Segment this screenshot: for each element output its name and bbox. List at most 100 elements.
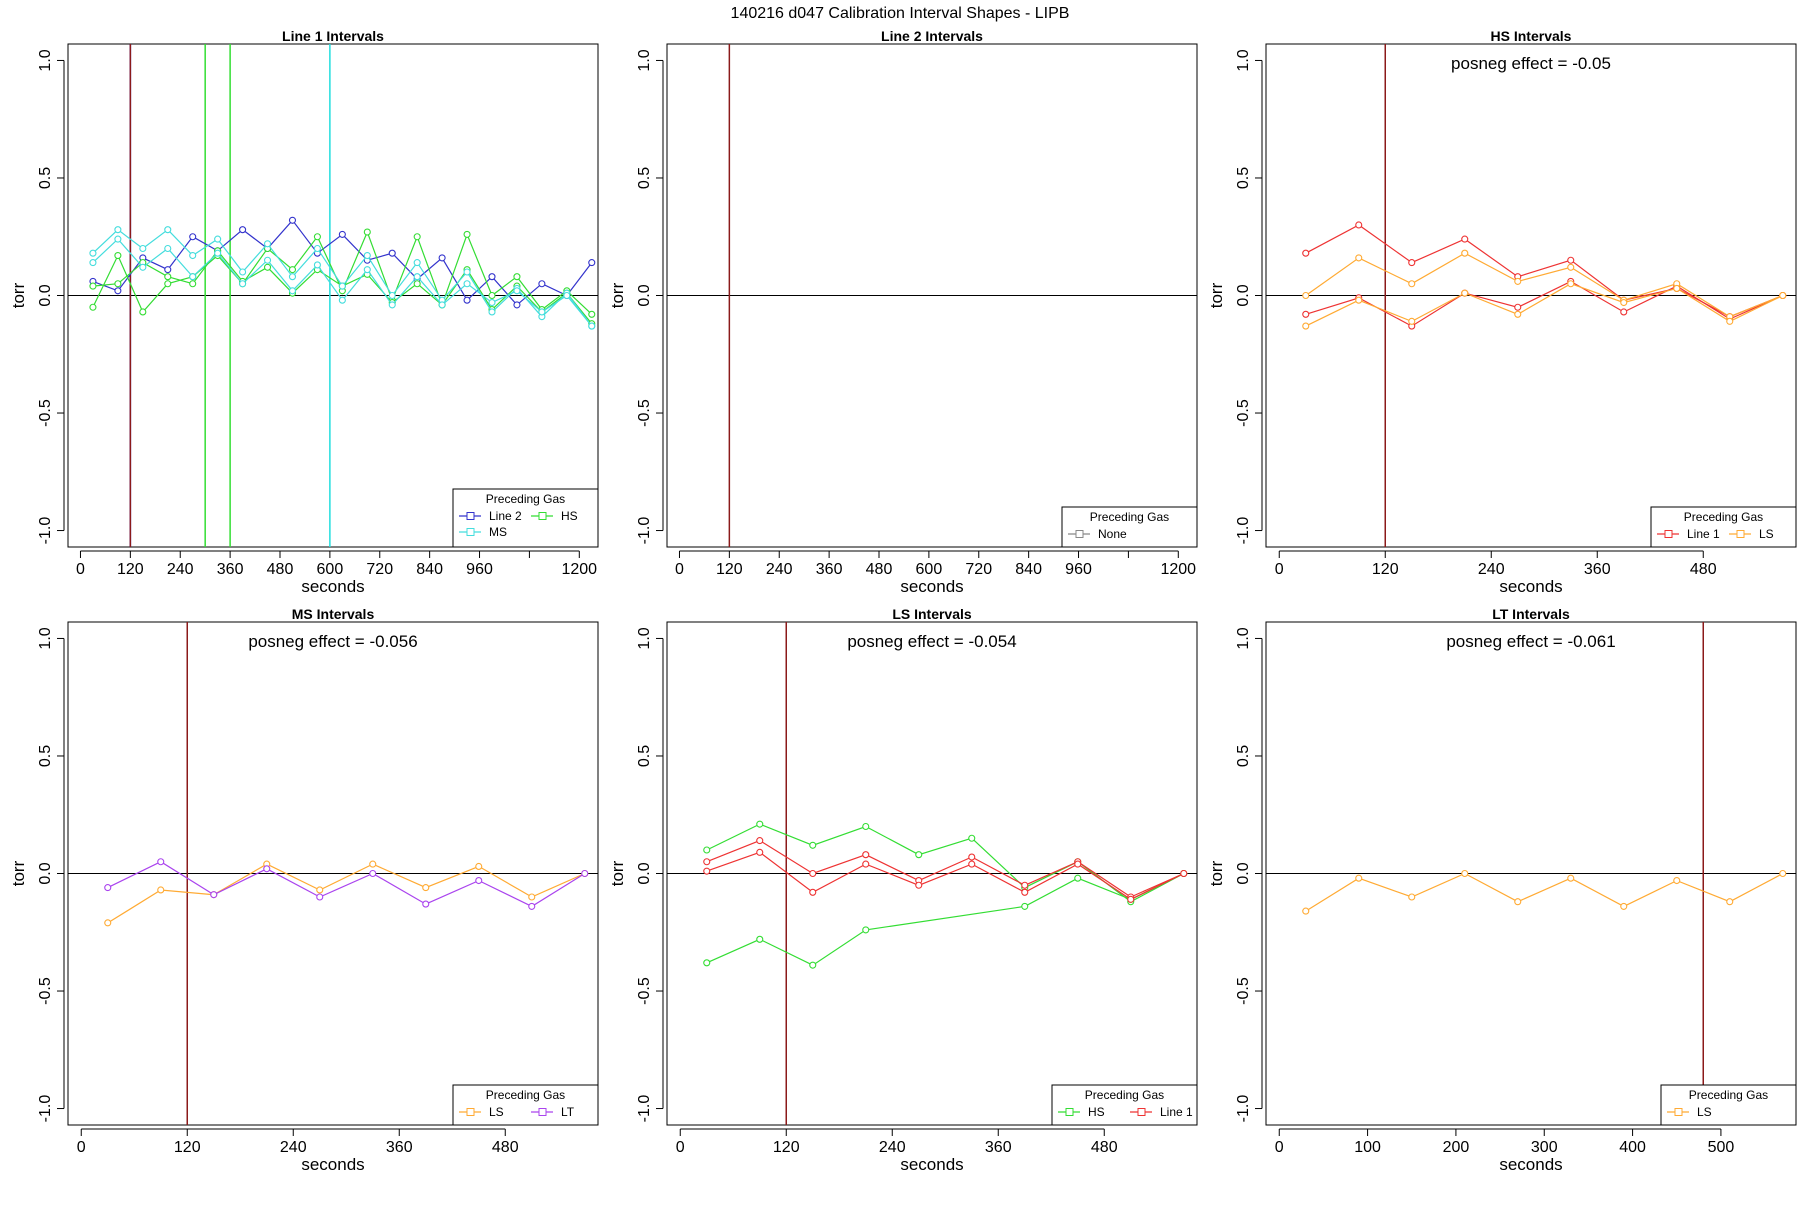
data-point [189, 251, 197, 260]
data-point [263, 256, 272, 264]
legend-label: HS [1088, 1105, 1105, 1119]
data-point [104, 884, 112, 892]
data-point [1074, 874, 1082, 882]
x-tick-label: 360 [217, 561, 244, 578]
data-point [809, 869, 817, 878]
data-point [114, 226, 122, 234]
legend-entry: HS [1058, 1105, 1105, 1119]
data-point [214, 235, 222, 243]
legend-box [1051, 1084, 1198, 1126]
data-point [1180, 869, 1188, 878]
x-axis: 0 120 240 360 480 600 720 840 960 1200 seconds [76, 550, 597, 596]
data-point [1620, 308, 1628, 316]
data-point [263, 865, 271, 873]
y-axis-label: torr [1207, 860, 1226, 886]
y-tick-label: -0.5 [37, 399, 54, 427]
data-point [313, 261, 321, 269]
data-point [89, 259, 97, 267]
data-point [1779, 291, 1787, 300]
panel-2: Line 2 Intervals 0 120 240 360 480 600 720 840 96… [608, 28, 1198, 596]
legend-entry: HS [531, 509, 578, 523]
data-point [915, 881, 923, 889]
x-tick-label: 360 [1584, 561, 1611, 578]
posneg-annotation: posneg effect = -0.061 [1446, 632, 1615, 651]
series-4 [703, 848, 1188, 903]
data-point [313, 233, 321, 241]
x-tick-label: 480 [492, 1139, 519, 1156]
legend: Preceding Gas Line 1 LS [1650, 506, 1797, 548]
legend: Preceding Gas HS Line 1 [1051, 1084, 1198, 1126]
data-point [104, 919, 112, 927]
y-tick-label: 1.0 [1235, 49, 1252, 71]
data-point [157, 858, 165, 866]
data-point [463, 268, 471, 276]
x-tick-label: 360 [386, 1139, 413, 1156]
series-2 [104, 858, 589, 910]
x-tick-label: 0 [1275, 1139, 1284, 1156]
data-point [1567, 874, 1575, 882]
data-point [756, 837, 764, 845]
data-point [139, 263, 147, 271]
data-point [1355, 221, 1363, 229]
legend-label: HS [561, 509, 578, 523]
data-point [1461, 869, 1469, 878]
data-point [338, 296, 346, 304]
legend-swatch-marker [538, 1108, 547, 1116]
y-tick-label: -1.0 [37, 517, 54, 545]
data-point [363, 266, 371, 274]
data-point [438, 254, 446, 262]
posneg-annotation: posneg effect = -0.05 [1451, 54, 1611, 73]
x-tick-label: 360 [985, 1139, 1012, 1156]
data-point [1567, 280, 1575, 288]
x-tick-label: 960 [466, 561, 493, 578]
data-point [189, 273, 197, 281]
data-point [809, 888, 817, 896]
data-point [703, 867, 711, 875]
legend-entry: MS [459, 525, 507, 539]
series-line [706, 839, 1185, 898]
data-point [475, 877, 483, 885]
panel-title: Line 1 Intervals [282, 28, 384, 44]
panel-4: MS Intervals 0 120 240 360 480 seconds -1.0 -0.5… [9, 606, 599, 1174]
y-tick-label: 0.5 [1235, 167, 1252, 189]
data-point [1514, 310, 1522, 318]
x-tick-label: 100 [1354, 1139, 1381, 1156]
y-axis: -1.0 -0.5 0.0 0.5 1.0 torr [9, 49, 65, 545]
data-point [89, 303, 97, 311]
data-point [338, 282, 346, 290]
data-point [1514, 898, 1522, 906]
x-tick-label: 960 [1065, 561, 1092, 578]
data-point [1514, 303, 1522, 311]
legend-entry: Line 1 [1130, 1105, 1193, 1119]
data-point [703, 959, 711, 967]
panel-title: MS Intervals [292, 606, 375, 622]
x-tick-label: 240 [766, 561, 793, 578]
series-line [706, 823, 1185, 903]
panel-3: HS Intervals 0 120 240 360 480 seconds -1.0 -0.5… [1207, 28, 1797, 596]
data-point [1021, 902, 1029, 910]
x-tick-label: 0 [676, 1139, 685, 1156]
data-point [756, 820, 764, 828]
data-point [164, 266, 172, 274]
series-2 [1302, 277, 1787, 330]
data-point [563, 291, 571, 300]
legend-label: Line 1 [1160, 1105, 1193, 1119]
x-tick-label: 120 [773, 1139, 800, 1156]
data-point [422, 900, 430, 908]
panel-title: HS Intervals [1491, 28, 1572, 44]
legend-swatch-marker [1674, 1108, 1683, 1116]
data-point [164, 226, 172, 234]
legend-swatch-marker [1137, 1108, 1146, 1116]
data-point [214, 249, 222, 257]
x-axis: 0 120 240 360 480 seconds [77, 1128, 519, 1174]
x-axis-label: seconds [900, 577, 963, 596]
data-point [538, 308, 546, 316]
y-axis-label: torr [608, 860, 627, 886]
x-tick-label: 0 [76, 561, 85, 578]
data-point [388, 249, 396, 257]
x-tick-label: 0 [1275, 561, 1284, 578]
series-line [1305, 283, 1784, 327]
data-point [369, 860, 377, 868]
legend-box [1061, 506, 1198, 548]
